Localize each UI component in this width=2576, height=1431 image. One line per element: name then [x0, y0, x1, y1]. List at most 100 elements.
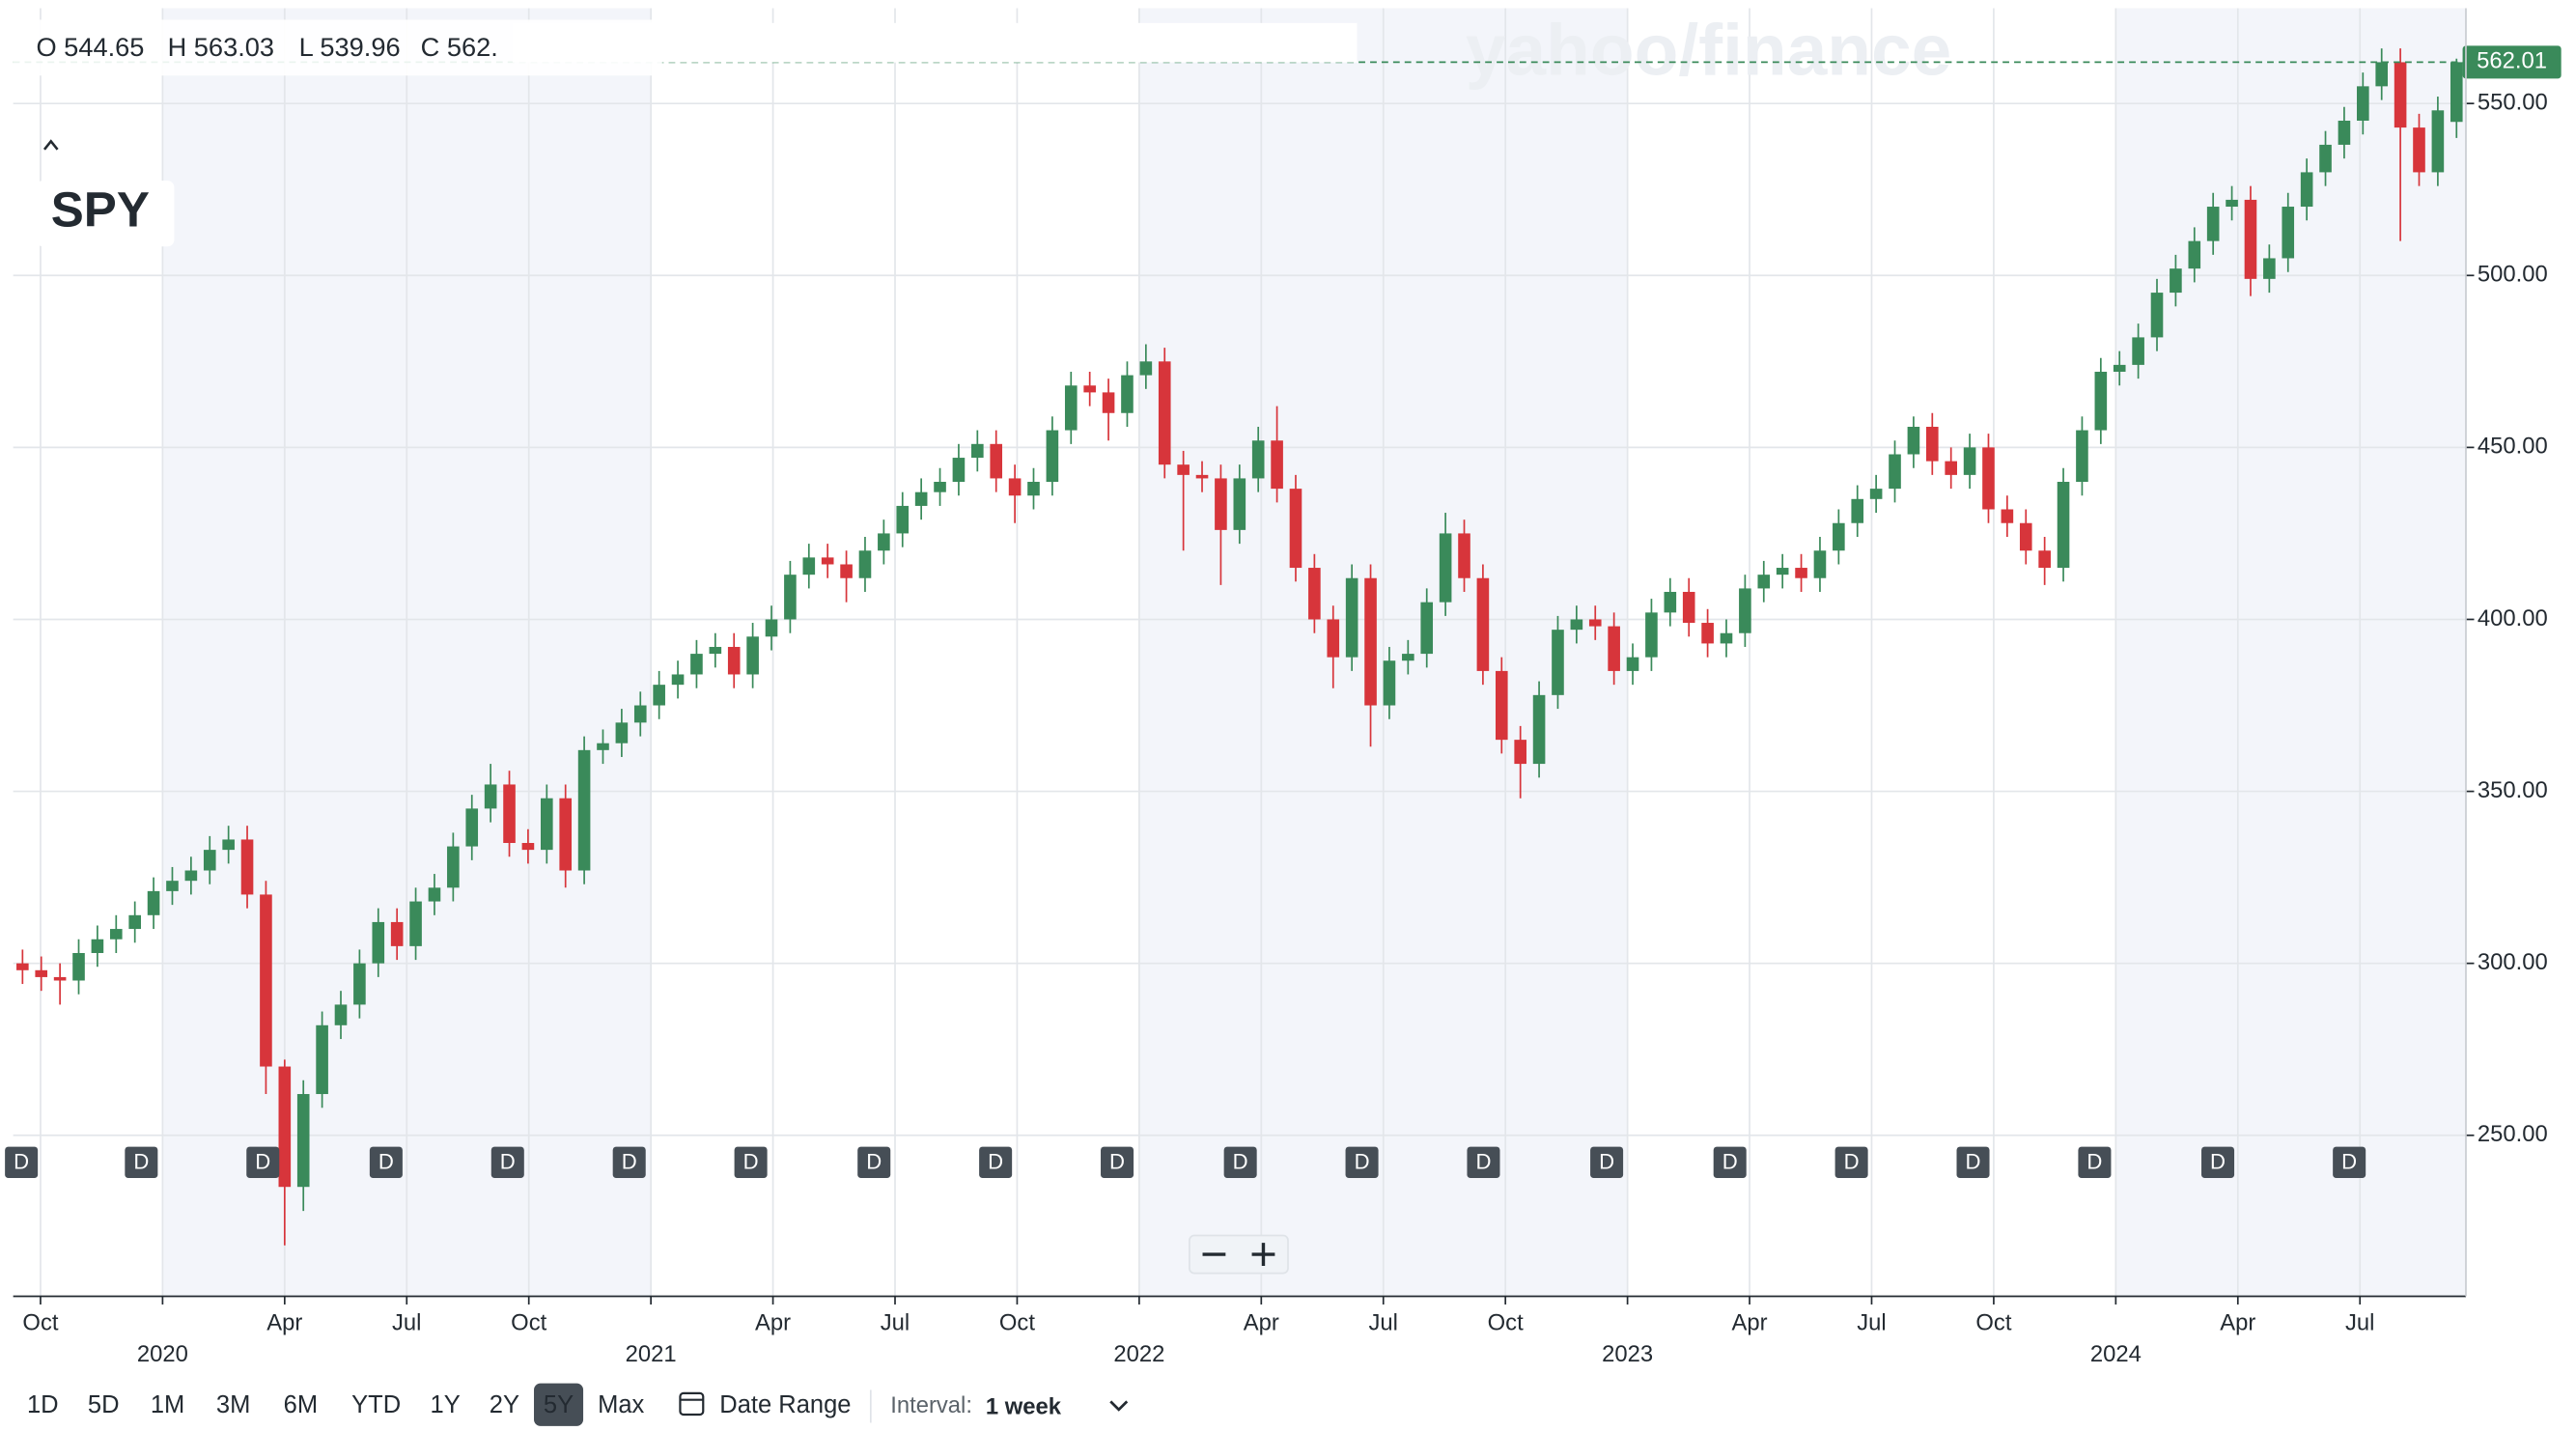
candle-body: [1439, 533, 1452, 603]
candle-body: [2206, 207, 2220, 241]
candle-body: [260, 894, 272, 1067]
range-button[interactable]: 3M: [216, 1391, 250, 1418]
candle-body: [1608, 626, 1620, 671]
candle-body: [784, 575, 797, 620]
dividend-marker: D: [743, 1150, 759, 1174]
candle-body: [1177, 464, 1190, 475]
candle-body: [2076, 430, 2088, 482]
candle-body: [109, 929, 123, 940]
candle-body: [1757, 575, 1771, 589]
dividend-marker-bg[interactable]: [125, 1146, 158, 1178]
candle-body: [1945, 461, 1957, 475]
range-button[interactable]: 1D: [27, 1391, 59, 1418]
candle-body: [690, 654, 703, 675]
candle-body: [1215, 478, 1227, 530]
candle-body: [2226, 199, 2238, 208]
range-button[interactable]: YTD: [351, 1391, 401, 1418]
candle-body: [278, 1066, 292, 1188]
candle-body: [484, 784, 497, 809]
candle-body: [1664, 591, 1677, 613]
range-button[interactable]: 1M: [151, 1391, 184, 1418]
range-button[interactable]: Max: [598, 1391, 644, 1418]
candle-body: [1907, 427, 1920, 455]
dividend-marker-bg[interactable]: [2078, 1146, 2112, 1178]
candle-body: [671, 674, 685, 686]
zoom-controls: [1189, 1234, 1289, 1275]
candle-body: [765, 619, 778, 637]
candle-body: [878, 533, 890, 551]
candle-body: [1008, 478, 1022, 496]
candle-body: [2001, 509, 2014, 523]
range-button[interactable]: 1Y: [431, 1391, 461, 1418]
dividend-marker-bg[interactable]: [1713, 1146, 1747, 1178]
dividend-marker: D: [1722, 1150, 1738, 1174]
dividend-marker-bg[interactable]: [979, 1146, 1013, 1178]
candle-body: [316, 1024, 328, 1095]
dividend-marker-bg[interactable]: [612, 1146, 646, 1178]
dividend-marker-bg[interactable]: [1590, 1146, 1624, 1178]
candle-body: [2338, 120, 2351, 145]
candle-body: [1514, 740, 1526, 765]
dividend-marker-bg[interactable]: [2201, 1146, 2235, 1178]
dividend-marker-bg[interactable]: [2333, 1146, 2366, 1178]
dividend-marker-bg[interactable]: [857, 1146, 891, 1178]
dividend-marker-bg[interactable]: [1956, 1146, 1990, 1178]
ticker-bg: [36, 181, 175, 247]
candle-body: [2170, 268, 2182, 294]
candle-body: [521, 843, 535, 851]
last-price-label: 562.01: [2477, 48, 2547, 74]
calendar-icon: [679, 1391, 705, 1417]
candle-body: [1926, 427, 1939, 462]
candle-body: [709, 646, 722, 655]
x-tick-label: Apr: [1732, 1310, 1768, 1336]
candle-body: [1833, 522, 1845, 551]
range-button[interactable]: 5D: [88, 1391, 120, 1418]
candle-body: [914, 491, 928, 506]
range-button[interactable]: 5Y: [544, 1391, 574, 1418]
y-tick-label: 300.00: [2478, 949, 2548, 975]
candle-body: [390, 921, 404, 946]
dividend-marker: D: [2086, 1150, 2102, 1174]
dividend-marker-bg[interactable]: [5, 1146, 39, 1178]
candle-body: [2431, 110, 2445, 173]
dividend-marker-bg[interactable]: [490, 1146, 524, 1178]
range-button[interactable]: 2Y: [490, 1391, 519, 1418]
candle-body: [372, 921, 385, 964]
dividend-marker-bg[interactable]: [734, 1146, 768, 1178]
date-range-button[interactable]: Date Range: [719, 1391, 851, 1418]
candle-body: [1851, 498, 1864, 523]
candle-body: [72, 952, 85, 981]
dividend-marker: D: [133, 1150, 149, 1174]
candle-body: [53, 976, 67, 981]
collapse-caret[interactable]: [42, 139, 59, 151]
dividend-marker-bg[interactable]: [369, 1146, 403, 1178]
candle-body: [1570, 619, 1583, 631]
dividend-marker-bg[interactable]: [1345, 1146, 1379, 1178]
range-selected-bg: [534, 1383, 584, 1426]
candle-body: [1271, 440, 1283, 490]
x-tick-label: Apr: [266, 1310, 302, 1336]
interval-dropdown[interactable]: [1109, 1400, 1129, 1412]
dividend-marker-bg[interactable]: [246, 1146, 280, 1178]
dividend-marker-bg[interactable]: [1834, 1146, 1868, 1178]
x-tick-label: Jul: [1857, 1310, 1886, 1336]
interval-value[interactable]: 1 week: [986, 1393, 1062, 1419]
watermark: yahoo/finance: [1466, 10, 1951, 91]
candle-body: [2019, 522, 2032, 551]
dividend-marker-bg[interactable]: [1101, 1146, 1134, 1178]
candle-body: [1552, 630, 1564, 695]
candle-body: [1195, 474, 1209, 479]
zoom-in[interactable]: [1251, 1243, 1275, 1266]
range-button[interactable]: 6M: [284, 1391, 318, 1418]
candle-body: [2057, 481, 2070, 569]
dividend-marker: D: [622, 1150, 637, 1174]
candle-body: [577, 749, 591, 871]
candle-body: [1476, 577, 1490, 671]
candle-body: [2094, 372, 2108, 431]
candle-body: [1645, 612, 1658, 658]
candle-body: [184, 870, 198, 882]
candle-body: [428, 887, 441, 902]
dividend-marker-bg[interactable]: [1223, 1146, 1257, 1178]
dividend-marker-bg[interactable]: [1467, 1146, 1500, 1178]
candle-body: [1102, 392, 1115, 413]
